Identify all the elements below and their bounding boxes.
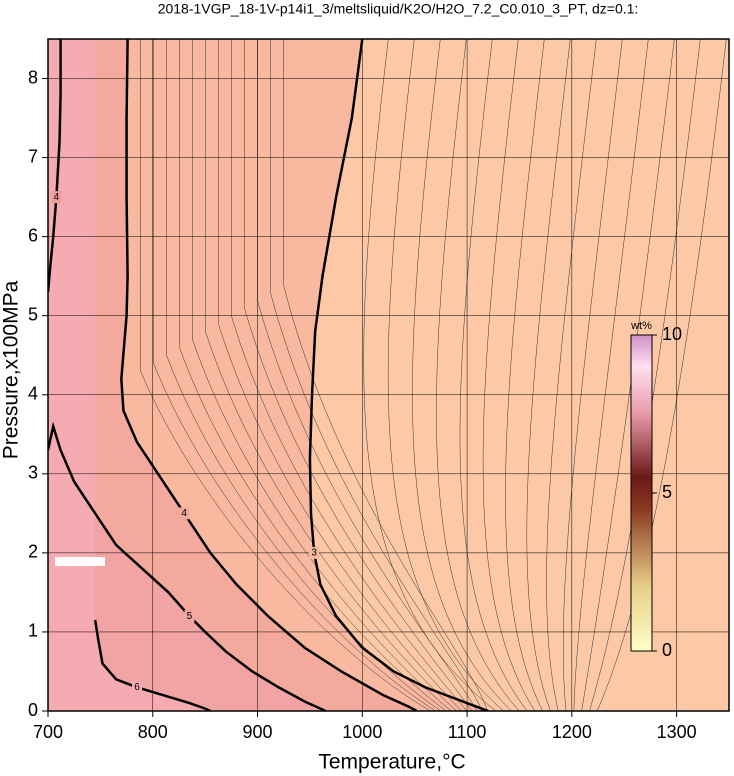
thin-contour bbox=[283, 39, 488, 711]
thin-contour bbox=[231, 39, 467, 711]
thin-contour bbox=[546, 39, 597, 711]
colorbar bbox=[630, 334, 653, 652]
contour-fill bbox=[48, 39, 417, 711]
contour-label: 3 bbox=[311, 548, 317, 559]
y-tick-label: 8 bbox=[28, 67, 38, 87]
contour-label: 6 bbox=[134, 682, 140, 693]
thin-contour bbox=[140, 39, 431, 711]
y-tick-label: 0 bbox=[28, 700, 38, 720]
contour-label-bg bbox=[51, 191, 62, 204]
y-tick-label: 4 bbox=[28, 384, 38, 404]
x-tick-label: 1300 bbox=[657, 722, 697, 742]
thin-contour bbox=[581, 39, 675, 711]
thin-contour bbox=[166, 39, 441, 711]
y-tick-label: 2 bbox=[28, 542, 38, 562]
thin-contour bbox=[270, 39, 483, 711]
colorbar-label: wt% bbox=[630, 320, 652, 332]
contour-label-bg bbox=[179, 507, 190, 520]
chart-title: 2018-1VGP_18-1V-p14i1_3/meltsliquid/K2O/… bbox=[158, 1, 639, 17]
white-patch bbox=[55, 557, 105, 566]
y-tick-label: 1 bbox=[28, 621, 38, 641]
y-axis-title: Pressure,x100MPa bbox=[0, 280, 23, 459]
y-tick-label: 7 bbox=[28, 146, 38, 166]
thin-contour bbox=[482, 39, 536, 711]
x-tick-label: 1100 bbox=[448, 722, 487, 742]
thin-contour bbox=[573, 39, 649, 711]
colorbar-tick-label: 0 bbox=[662, 640, 672, 660]
contour-label: 4 bbox=[54, 192, 60, 203]
plot-frame bbox=[47, 38, 730, 712]
overlay: 700 800 900 1000 1100 1200 1300 0 1 2 3 4 5 6 7 8 wt% 0 5 1… bbox=[28, 38, 730, 742]
y-tick-label: 5 bbox=[28, 304, 38, 324]
plot-area: 3 4 4 5 6 bbox=[48, 39, 729, 711]
thin-contour bbox=[205, 39, 457, 711]
contour-fill bbox=[48, 39, 211, 711]
contour-label: 5 bbox=[187, 611, 193, 622]
thin-contour bbox=[363, 39, 496, 711]
y-tick-label: 3 bbox=[28, 463, 38, 483]
colorbar-tick-label: 10 bbox=[662, 324, 682, 344]
contour-line bbox=[48, 421, 327, 711]
contour-label-bg bbox=[309, 546, 320, 559]
x-tick-label: 800 bbox=[138, 722, 168, 742]
thin-contour bbox=[192, 39, 452, 711]
contour-label-bg bbox=[132, 681, 143, 694]
x-tick-label: 1200 bbox=[552, 722, 592, 742]
thin-contour bbox=[153, 39, 436, 711]
thin-contour bbox=[436, 39, 520, 711]
contour-label: 4 bbox=[181, 508, 187, 519]
thin-contour bbox=[563, 39, 623, 711]
thin-contour bbox=[526, 39, 571, 711]
contour-line bbox=[120, 39, 418, 711]
x-axis-title: Temperature,°C bbox=[318, 751, 465, 774]
thin-contour bbox=[505, 39, 545, 711]
x-tick-label: 1000 bbox=[342, 722, 382, 742]
colorbar-tick-label: 5 bbox=[662, 482, 672, 502]
thin-contour bbox=[412, 39, 512, 711]
x-tick-label: 900 bbox=[243, 722, 273, 742]
thin-contour bbox=[597, 39, 727, 711]
y-tick-label: 6 bbox=[28, 225, 38, 245]
thin-contour bbox=[244, 39, 473, 711]
x-tick-label: 700 bbox=[33, 722, 63, 742]
thin-contour bbox=[459, 39, 528, 711]
thin-contour bbox=[387, 39, 504, 711]
thin-contour bbox=[257, 39, 478, 711]
contour-label-bg bbox=[184, 610, 195, 623]
